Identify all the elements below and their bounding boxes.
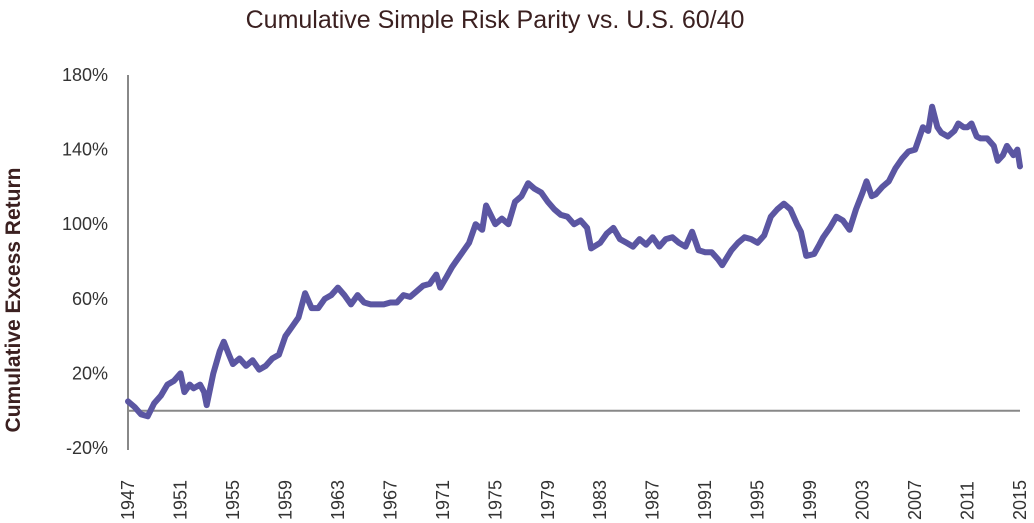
y-tick-label: 100% [62,214,108,234]
y-axis-label: Cumulative Excess Return [2,168,25,433]
y-tick-label: 60% [72,289,108,309]
x-tick-label: 1999 [800,480,820,520]
x-tick-label: 1979 [538,480,558,520]
x-tick-label: 2011 [958,481,978,520]
series-line [125,103,1023,420]
y-tick-label: -20% [66,438,108,458]
x-tick-label: 2015 [1010,480,1030,520]
x-tick-label: 1975 [485,480,505,520]
x-tick-label: 1951 [170,480,190,520]
x-tick-label: 1971 [433,480,453,520]
x-tick-label: 1947 [118,480,138,520]
x-tick-label: 1987 [643,480,663,520]
chart-title: Cumulative Simple Risk Parity vs. U.S. 6… [246,6,745,34]
x-tick-label: 2007 [905,480,925,520]
x-tick-label: 1967 [380,480,400,520]
x-tick-label: 1991 [695,480,715,520]
x-tick-label: 1995 [748,480,768,520]
y-tick-label: 180% [62,65,108,85]
x-tick-label: 1955 [223,480,243,520]
y-tick-label: 20% [72,363,108,383]
y-tick-label: 140% [62,140,108,160]
x-tick-label: 2003 [853,480,873,520]
x-tick-label: 1959 [275,480,295,520]
x-tick-label: 1963 [328,480,348,520]
x-tick-label: 1983 [590,480,610,520]
